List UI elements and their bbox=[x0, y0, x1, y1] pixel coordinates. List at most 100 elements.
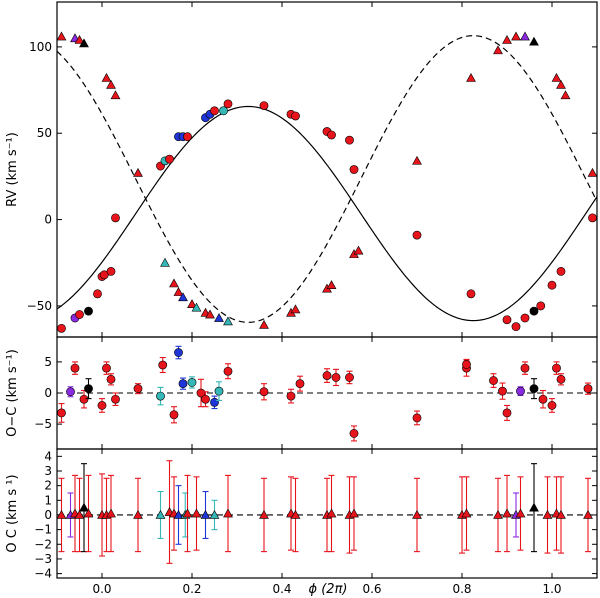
rv-primary-point bbox=[327, 130, 336, 140]
oc_secondary-y-tick-label: 2 bbox=[44, 479, 52, 493]
x-tick-label: 1.0 bbox=[542, 582, 561, 596]
rv-secondary-point bbox=[169, 278, 179, 288]
oc_secondary-axes-frame bbox=[56, 448, 598, 579]
oc_secondary-y-axis-label: O C (km s ¹) bbox=[5, 474, 20, 552]
oc_secondary-point bbox=[583, 509, 593, 519]
oc_primary-point bbox=[84, 384, 93, 394]
oc_primary-point bbox=[156, 391, 165, 401]
rv-secondary-point bbox=[178, 292, 188, 302]
oc_secondary-y-tick-label: 0 bbox=[44, 508, 52, 522]
rv-secondary-point bbox=[493, 45, 503, 55]
oc_primary-point bbox=[201, 394, 210, 404]
oc_primary-y-tick-label: 5 bbox=[44, 355, 52, 369]
oc_secondary-point bbox=[259, 509, 269, 519]
oc_primary-point bbox=[345, 373, 354, 382]
rv-primary-point bbox=[57, 323, 66, 333]
oc_secondary-point bbox=[83, 508, 94, 518]
oc_secondary-point bbox=[133, 509, 143, 519]
rv-y-tick-label: 50 bbox=[37, 126, 52, 140]
rv-secondary-point bbox=[290, 304, 301, 314]
oc_primary-point bbox=[462, 359, 471, 369]
rv-primary-point bbox=[223, 99, 233, 109]
rv-secondary-point bbox=[412, 155, 422, 165]
rv-primary-point bbox=[511, 322, 521, 332]
oc_primary-point bbox=[210, 397, 219, 407]
rv-secondary-point bbox=[191, 302, 202, 312]
oc_secondary-point bbox=[191, 508, 202, 518]
oc_secondary-point bbox=[106, 508, 116, 518]
oc_secondary-point bbox=[542, 509, 553, 519]
oc_primary-point bbox=[538, 394, 548, 404]
rv-y-axis-label: RV (km s⁻¹) bbox=[5, 132, 20, 207]
oc_primary-point bbox=[223, 366, 233, 376]
rv-secondary-point bbox=[259, 319, 269, 329]
oc_secondary-y-tick-label: −1 bbox=[34, 523, 52, 537]
oc_secondary-point bbox=[515, 508, 526, 518]
oc_primary-point bbox=[158, 360, 168, 370]
oc_primary-point bbox=[187, 378, 197, 387]
rv-secondary-point bbox=[353, 245, 364, 255]
oc_primary-point bbox=[169, 410, 179, 420]
oc_primary-point bbox=[174, 348, 183, 357]
rv-secondary-point bbox=[587, 167, 598, 177]
rv-secondary-point bbox=[560, 90, 571, 100]
rv-primary-point bbox=[345, 135, 354, 145]
rv-secondary-point bbox=[56, 31, 67, 41]
rv-secondary-point bbox=[79, 38, 89, 48]
rv-secondary-point bbox=[214, 312, 224, 322]
oc_secondary-y-tick-label: 3 bbox=[44, 464, 52, 478]
x-axis-label: ϕ (2π) bbox=[309, 582, 348, 597]
rv-primary-point bbox=[291, 111, 300, 121]
rv-primary-point bbox=[93, 289, 102, 299]
oc_primary-point bbox=[556, 374, 566, 384]
oc_secondary-y-tick-label: −4 bbox=[34, 567, 52, 581]
oc_primary-point bbox=[520, 363, 530, 373]
rv-secondary-point bbox=[326, 280, 337, 290]
oc_secondary-point bbox=[529, 502, 539, 512]
oc_secondary-point bbox=[74, 509, 85, 519]
rv-primary-point bbox=[520, 313, 530, 323]
oc-primary-panel: O−C (km s⁻¹) −5 0 5 bbox=[5, 336, 598, 450]
x-tick-label: 0.4 bbox=[272, 582, 291, 596]
oc_primary-point bbox=[70, 363, 80, 373]
oc_primary-point bbox=[529, 384, 539, 394]
oc_secondary-point bbox=[412, 509, 422, 519]
oc_primary-y-tick-label: 0 bbox=[44, 386, 52, 400]
oc_primary-point bbox=[552, 363, 561, 373]
oc_secondary-point bbox=[209, 509, 220, 519]
oc_secondary-point bbox=[56, 509, 67, 519]
rv-primary-point bbox=[536, 301, 546, 311]
oc_primary-point bbox=[66, 387, 75, 397]
rv-secondary-point bbox=[502, 34, 512, 44]
rv-primary-point bbox=[529, 306, 539, 316]
rv-y-tick-label: −50 bbox=[27, 299, 52, 313]
oc_secondary-point bbox=[290, 509, 301, 519]
oc_secondary-point bbox=[155, 509, 166, 519]
rv-secondary-point bbox=[551, 72, 562, 82]
oc_primary-point bbox=[286, 391, 296, 401]
oc_primary-point bbox=[331, 373, 341, 382]
oc_secondary-point bbox=[200, 509, 211, 519]
rv-secondary-point bbox=[556, 79, 566, 89]
rv-secondary-point bbox=[511, 31, 521, 41]
oc_secondary-point bbox=[502, 508, 512, 518]
rv-secondary-point bbox=[160, 257, 170, 267]
oc_primary-point bbox=[111, 394, 120, 404]
oc_primary-y-tick-label: −5 bbox=[34, 417, 52, 431]
rv-primary-point bbox=[412, 230, 422, 240]
oc_primary-point bbox=[214, 386, 224, 396]
x-tick-label: 0.6 bbox=[362, 582, 381, 596]
oc_secondary-y-tick-label: −3 bbox=[34, 552, 52, 566]
rv-primary-point bbox=[466, 289, 476, 299]
oc_primary-point bbox=[133, 384, 143, 394]
rv-primary-point bbox=[106, 266, 116, 276]
oc_primary-point bbox=[102, 363, 111, 373]
oc_primary-point bbox=[57, 408, 66, 418]
x-tick-label: 0.0 bbox=[92, 582, 111, 596]
rv-secondary-point bbox=[529, 36, 539, 46]
rv-y-tick-label: 0 bbox=[44, 213, 52, 227]
oc_primary-point bbox=[178, 379, 188, 389]
oc_primary-point bbox=[349, 429, 359, 438]
oc_primary-point bbox=[583, 384, 593, 394]
